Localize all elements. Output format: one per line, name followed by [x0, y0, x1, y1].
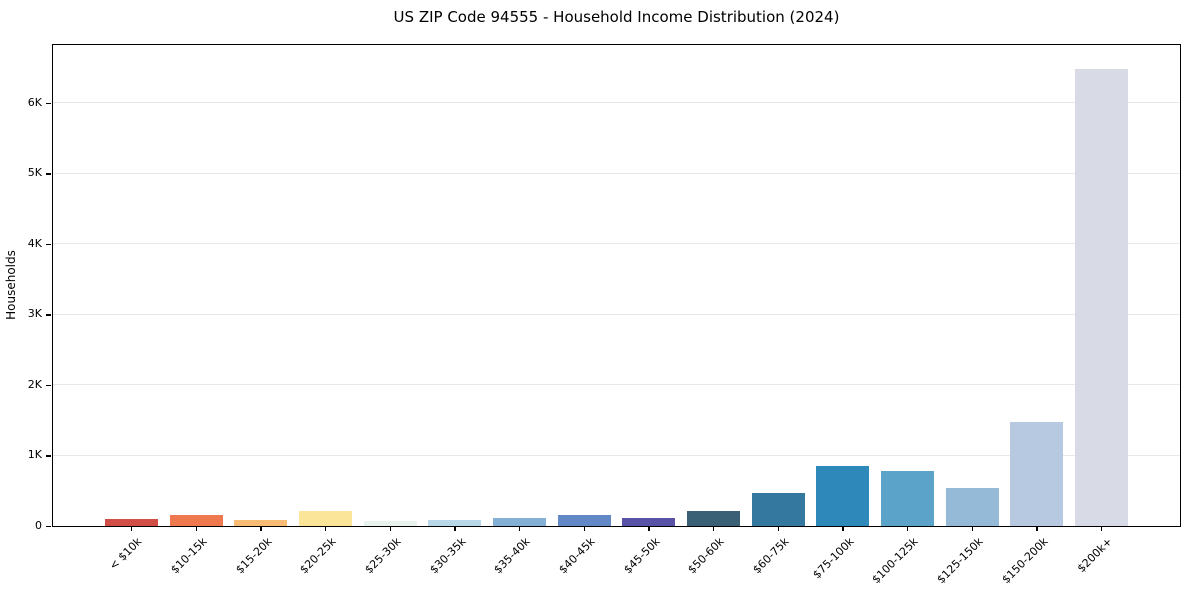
bar	[493, 518, 547, 526]
y-tick-label: 6K	[27, 95, 42, 109]
y-tick-mark	[46, 526, 51, 528]
x-tick-label: $200k+	[1074, 535, 1115, 576]
x-tick-mark	[389, 526, 391, 531]
x-tick-mark	[519, 526, 521, 531]
y-tick-mark	[46, 102, 51, 105]
x-tick-mark	[1036, 526, 1038, 531]
bar	[234, 520, 288, 526]
y-tick-label: 1K	[27, 448, 42, 462]
x-tick-mark	[583, 526, 585, 531]
x-tick-mark	[777, 526, 779, 531]
x-tick-label: $40-45k	[556, 535, 598, 577]
y-tick-mark	[46, 314, 51, 316]
y-gridline	[53, 102, 1180, 104]
y-gridline	[53, 243, 1180, 245]
x-tick-label: $60-75k	[750, 535, 792, 577]
y-gridline	[53, 384, 1180, 386]
x-tick-label: $15-20k	[232, 535, 275, 577]
x-tick-mark	[907, 526, 909, 531]
bar	[622, 517, 676, 526]
x-tick-label: < $10k	[107, 535, 145, 573]
x-tick-label: $50-60k	[685, 535, 727, 577]
bar	[945, 487, 999, 526]
bar	[687, 511, 741, 526]
x-tick-mark	[131, 526, 133, 531]
x-tick-label: $150-200k	[998, 535, 1051, 587]
y-tick-mark	[46, 455, 51, 457]
y-tick-label: 3K	[27, 307, 42, 321]
x-tick-mark	[842, 526, 844, 531]
x-tick-mark	[1101, 526, 1103, 531]
x-tick-mark	[971, 526, 973, 531]
x-tick-label: $100-125k	[869, 535, 921, 587]
y-gridline	[53, 172, 1180, 174]
bar	[428, 520, 482, 526]
x-tick-label: $25-30k	[362, 535, 404, 577]
y-tick-mark	[46, 384, 51, 387]
x-tick-label: $75-100k	[809, 535, 857, 582]
x-tick-label: $30-35k	[426, 535, 469, 577]
x-tick-label: $20-25k	[297, 535, 339, 577]
bar	[557, 515, 611, 526]
x-tick-label: $45-50k	[620, 535, 663, 577]
y-tick-label: 5K	[27, 166, 42, 180]
x-tick-label: $125-150k	[934, 535, 986, 587]
x-tick-label: $35-40k	[491, 535, 533, 577]
bar	[816, 466, 870, 526]
y-gridline	[53, 313, 1180, 315]
y-tick-mark	[46, 243, 51, 246]
bar	[363, 521, 417, 526]
y-gridline	[53, 454, 1180, 456]
chart-title: US ZIP Code 94555 - Household Income Dis…	[393, 8, 840, 26]
bar	[299, 511, 352, 526]
bar	[1010, 421, 1064, 526]
x-tick-mark	[648, 526, 650, 531]
bar	[105, 519, 158, 526]
plot-area	[52, 44, 1181, 527]
x-tick-mark	[260, 526, 262, 531]
y-tick-label: 2K	[27, 377, 42, 391]
bar	[1075, 68, 1129, 526]
x-tick-mark	[195, 526, 197, 531]
x-tick-mark	[454, 526, 456, 531]
x-tick-label: $10-15k	[168, 535, 210, 577]
bar	[169, 515, 223, 526]
y-tick-label: 0	[35, 519, 42, 532]
x-tick-mark	[325, 526, 327, 531]
x-tick-mark	[713, 526, 715, 531]
y-tick-label: 4K	[27, 236, 42, 250]
bar	[751, 492, 805, 526]
bar	[881, 471, 935, 526]
y-tick-mark	[46, 173, 51, 175]
